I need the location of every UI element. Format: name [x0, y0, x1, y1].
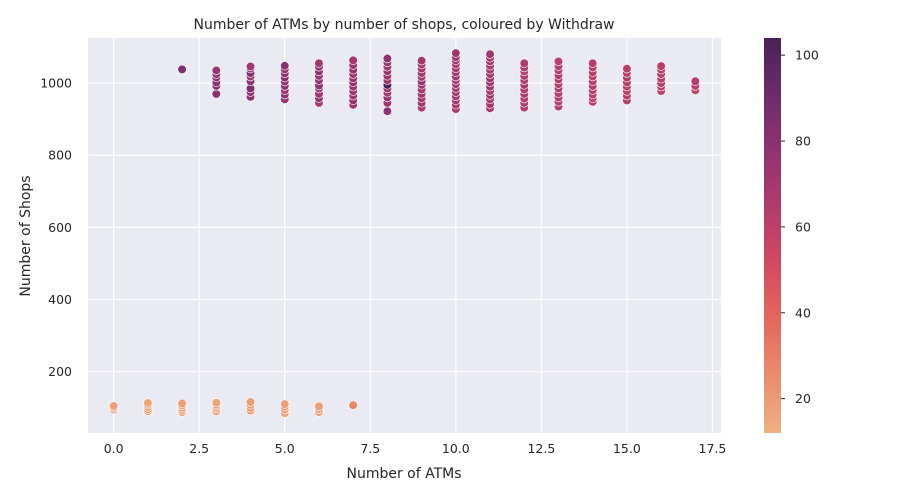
data-point: [519, 58, 529, 68]
data-point: [177, 398, 187, 409]
x-tick-label: 10.0: [442, 441, 470, 456]
colorbar-tick-label: 100: [795, 48, 819, 63]
data-point: [382, 106, 392, 116]
colorbar-tick-label: 60: [795, 219, 811, 234]
data-point: [417, 56, 427, 66]
data-point: [245, 397, 256, 407]
x-tick-labels: 0.0 2.5 5.0 7.5 10.0 12.5 15.0 17.5: [104, 441, 727, 456]
data-point: [485, 49, 495, 59]
data-point: [211, 65, 221, 76]
data-point: [348, 400, 358, 410]
data-point: [690, 76, 700, 86]
colorbar-tick-label: 20: [795, 391, 811, 406]
data-point: [588, 58, 598, 68]
data-point: [382, 53, 392, 64]
x-tick-label: 17.5: [699, 441, 727, 456]
data-point: [280, 399, 290, 409]
y-tick-label: 1000: [40, 76, 72, 91]
data-point: [348, 55, 358, 65]
data-point: [143, 398, 153, 408]
y-tick-label: 800: [48, 148, 72, 163]
x-tick-label: 0.0: [104, 441, 124, 456]
data-point: [451, 48, 461, 58]
plot-area: [88, 38, 721, 433]
data-point: [109, 401, 119, 411]
x-tick-label: 15.0: [613, 441, 641, 456]
data-point: [553, 56, 564, 67]
x-axis-label: Number of ATMs: [346, 466, 461, 482]
data-point: [656, 61, 666, 71]
y-tick-label: 600: [48, 220, 72, 235]
y-tick-labels: 200 400 600 800 1000: [40, 76, 72, 380]
data-point: [177, 64, 187, 74]
x-tick-label: 2.5: [189, 441, 209, 456]
data-point: [211, 89, 221, 99]
data-point: [280, 61, 290, 71]
colorbar-tick-label: 40: [795, 305, 811, 320]
x-tick-label: 5.0: [275, 441, 295, 456]
data-point: [314, 58, 324, 68]
y-tick-label: 400: [48, 292, 72, 307]
data-points: [109, 48, 700, 418]
x-tick-label: 7.5: [360, 441, 380, 456]
data-point: [245, 61, 256, 72]
colorbar: [764, 38, 781, 433]
colorbar-tick-labels: 20 40 60 80 100: [781, 48, 819, 406]
colorbar-tick-label: 80: [795, 134, 811, 149]
data-point: [314, 401, 324, 411]
chart-title: Number of ATMs by number of shops, colou…: [193, 17, 614, 33]
y-axis-label: Number of Shops: [18, 175, 34, 296]
x-tick-label: 12.5: [527, 441, 555, 456]
data-point: [211, 398, 221, 408]
data-point: [622, 64, 632, 74]
y-tick-label: 200: [48, 364, 72, 379]
